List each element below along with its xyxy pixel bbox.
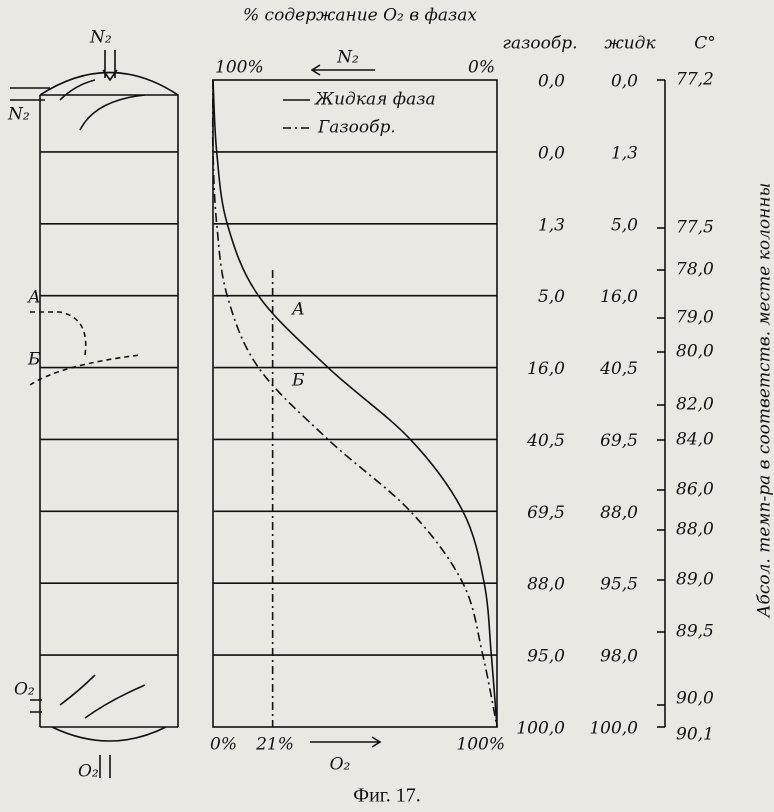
gas-value: 88,0: [527, 575, 565, 595]
liquid-value: 1,3: [611, 143, 638, 163]
point-label: Б: [291, 371, 305, 391]
temp-label: 89,0: [676, 570, 714, 590]
legend-entry: Газообр.: [317, 118, 396, 138]
axis-label: N₂: [336, 48, 359, 68]
column-label: O₂: [78, 762, 99, 782]
axis-label: 0%: [210, 735, 237, 755]
temp-label: 80,0: [676, 342, 714, 362]
gas-value: 100,0: [516, 719, 565, 739]
temp-label: 82,0: [676, 395, 714, 415]
temp-label: 79,0: [676, 308, 714, 328]
column-label: А: [27, 288, 41, 308]
gas-value: 16,0: [527, 359, 565, 379]
axis-label: 100%: [456, 735, 505, 755]
gas-value: 40,5: [526, 431, 565, 451]
liquid-value: 5,0: [611, 215, 638, 235]
liquid-value: 88,0: [600, 503, 638, 523]
temp-label: 89,5: [676, 622, 714, 642]
column: [10, 50, 179, 778]
arrow: [310, 64, 375, 76]
gas-value: 69,5: [527, 503, 565, 523]
temp-label: 84,0: [676, 430, 714, 450]
liquid-value: 100,0: [589, 719, 638, 739]
caption: Фиг. 17.: [353, 785, 420, 807]
liquid-header: жидк: [604, 34, 656, 54]
legend-entry: Жидкая фаза: [314, 90, 436, 110]
temp-label: 77,2: [676, 70, 714, 90]
liquid-value: 98,0: [600, 647, 638, 667]
axis-label: 100%: [215, 58, 264, 78]
chart-frame: [212, 79, 498, 728]
arrow: [310, 736, 382, 748]
liquid-curve: [212, 79, 498, 728]
temp-label: 90,0: [676, 689, 714, 709]
column-label: N₂: [89, 28, 112, 48]
liquid-value: 0,0: [611, 72, 638, 92]
temp-label: 86,0: [676, 480, 714, 500]
temp-label: 88,0: [676, 520, 714, 540]
gas-curve: [211, 79, 498, 728]
gas-value: 0,0: [538, 72, 565, 92]
gas-value: 0,0: [538, 143, 565, 163]
column-label: N₂: [7, 105, 30, 125]
liquid-value: 95,5: [600, 575, 638, 595]
temp-label: 77,5: [676, 218, 714, 238]
point-label: А: [291, 300, 305, 320]
gas-header: газообр.: [502, 34, 577, 54]
column-label: Б: [27, 350, 41, 370]
liquid-value: 16,0: [600, 287, 638, 307]
axis-label: 21%: [255, 735, 294, 755]
title: % содержание O₂ в фазах: [243, 6, 477, 26]
liquid-value: 69,5: [600, 431, 638, 451]
temp-label: 90,1: [676, 725, 714, 745]
liquid-value: 40,5: [599, 359, 638, 379]
gas-value: 95,0: [527, 647, 565, 667]
temp-label: 78,0: [676, 260, 714, 280]
temp-axis-label: Абсол. темп-ра в соответств. месте колон…: [755, 183, 774, 619]
temp-header: C°: [694, 34, 716, 54]
gas-value: 1,3: [538, 215, 565, 235]
column-label: O₂: [14, 680, 35, 700]
axis-label: 0%: [468, 58, 495, 78]
gas-value: 5,0: [538, 287, 565, 307]
axis-label: O₂: [330, 755, 351, 775]
